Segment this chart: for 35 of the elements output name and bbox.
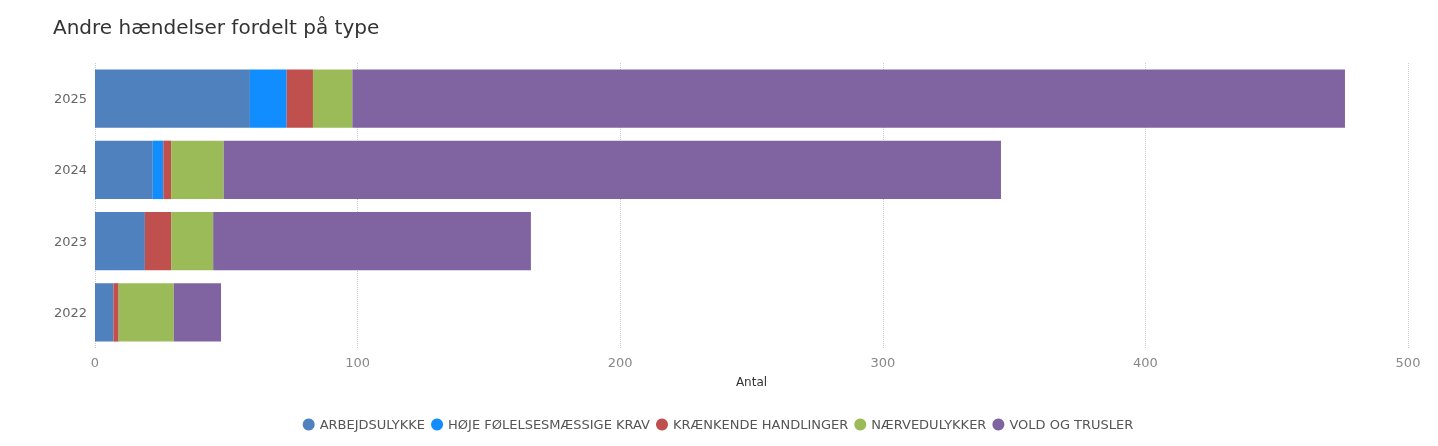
x-tick-label: 300 bbox=[870, 355, 896, 370]
legend-label: KRÆNKENDE HANDLINGER bbox=[673, 417, 849, 432]
y-tick-label: 2023 bbox=[53, 233, 87, 249]
bar bbox=[163, 140, 172, 200]
x-tick-label: 400 bbox=[1132, 355, 1158, 370]
legend-label: HØJE FØLELSESMÆSSIGE KRAV bbox=[448, 417, 651, 432]
y-tick-label: 2025 bbox=[53, 91, 87, 107]
bar bbox=[95, 283, 114, 342]
legend-label: ARBEJDSULYKKE bbox=[319, 417, 426, 432]
x-tick-label: 0 bbox=[90, 355, 100, 370]
bar bbox=[352, 69, 1345, 128]
bar bbox=[144, 211, 172, 271]
x-tick-label: 500 bbox=[1395, 355, 1421, 370]
bar bbox=[223, 140, 1001, 200]
legend-label: NÆRVEDULYKKER bbox=[871, 417, 987, 432]
bar bbox=[152, 140, 164, 200]
bar bbox=[312, 69, 353, 128]
bar bbox=[95, 211, 145, 271]
bar bbox=[95, 140, 153, 200]
y-tick-label: 2024 bbox=[53, 162, 87, 178]
x-tick-label: 100 bbox=[345, 355, 371, 370]
bar bbox=[118, 283, 174, 342]
x-axis-title: Antal bbox=[735, 375, 768, 389]
bar bbox=[171, 211, 214, 271]
chart-title: Andre hændelser fordelt på type bbox=[53, 15, 380, 39]
bar bbox=[173, 283, 222, 342]
bar bbox=[113, 283, 119, 342]
y-tick-label: 2022 bbox=[53, 304, 87, 320]
bar bbox=[171, 140, 224, 200]
bar bbox=[213, 211, 531, 271]
x-tick-label: 200 bbox=[607, 355, 633, 370]
bar bbox=[249, 69, 287, 128]
bar bbox=[286, 69, 313, 128]
bar bbox=[95, 69, 250, 128]
legend-label: VOLD OG TRUSLER bbox=[1009, 417, 1134, 432]
